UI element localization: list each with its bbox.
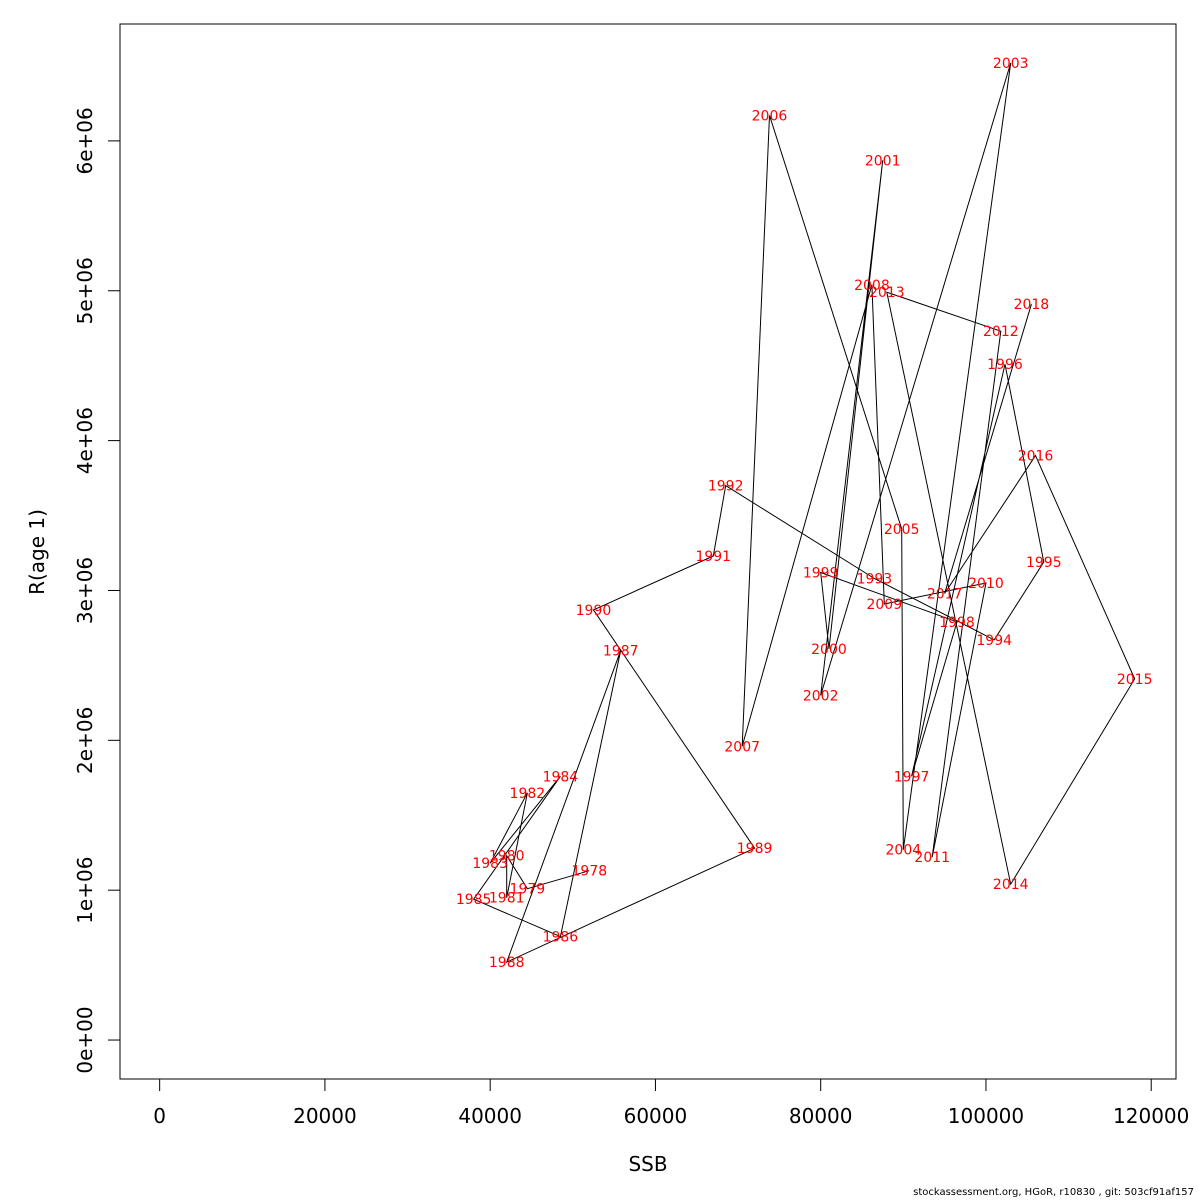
point-label-1988: 1988	[489, 955, 525, 971]
point-label-1994: 1994	[976, 633, 1012, 649]
point-label-2003: 2003	[993, 56, 1029, 72]
point-label-1987: 1987	[603, 643, 639, 659]
point-label-1991: 1991	[695, 549, 731, 565]
point-label-2014: 2014	[993, 877, 1029, 893]
point-label-1999: 1999	[803, 565, 839, 581]
point-label-2010: 2010	[968, 576, 1004, 592]
point-label-2004: 2004	[886, 843, 922, 859]
x-axis-title: SSB	[628, 1152, 667, 1176]
y-tick-label: 5e+06	[73, 257, 97, 324]
point-label-1984: 1984	[543, 769, 579, 785]
y-tick-label: 1e+06	[73, 857, 97, 924]
y-tick-label: 0e+00	[73, 1006, 97, 1073]
x-tick-label: 80000	[789, 1104, 853, 1128]
point-label-1993: 1993	[857, 571, 893, 587]
point-label-2000: 2000	[811, 642, 847, 658]
point-label-1986: 1986	[543, 930, 579, 946]
point-label-2001: 2001	[865, 153, 901, 169]
point-label-1997: 1997	[894, 769, 930, 785]
point-label-1983: 1983	[472, 856, 508, 872]
x-tick-label: 40000	[458, 1104, 522, 1128]
point-label-2012: 2012	[983, 324, 1019, 340]
point-label-2006: 2006	[752, 108, 788, 124]
point-label-2018: 2018	[1014, 297, 1050, 313]
point-label-2015: 2015	[1117, 672, 1153, 688]
x-tick-label: 120000	[1113, 1104, 1189, 1128]
x-axis: 0 20000 40000 60000 80000 100000 120000	[153, 1078, 1189, 1128]
y-axis-title: R(age 1)	[25, 509, 49, 595]
point-label-1995: 1995	[1026, 555, 1062, 571]
series-path	[472, 62, 1136, 964]
y-tick-label: 4e+06	[73, 407, 97, 474]
point-label-1985: 1985	[456, 892, 492, 908]
series-line	[472, 62, 1136, 964]
point-label-2008: 2008	[854, 278, 890, 294]
y-tick-label: 3e+06	[73, 557, 97, 624]
point-labels: 1978 1979 1980 1981 1982 1983 1984 1985 1986 1987…	[456, 56, 1153, 971]
point-label-1996: 1996	[987, 357, 1023, 373]
y-axis: 0e+00 1e+06 2e+06 3e+06 4e+06 5e+06 6e+06	[73, 107, 121, 1074]
point-label-2011: 2011	[914, 850, 950, 866]
y-tick-label: 2e+06	[73, 707, 97, 774]
point-label-1989: 1989	[737, 841, 773, 857]
y-tick-label: 6e+06	[73, 107, 97, 174]
footer-credit: stockassessment.org, HGoR, r10830 , git:…	[913, 1187, 1194, 1198]
point-label-1982: 1982	[510, 786, 546, 802]
point-label-2017: 2017	[927, 586, 963, 602]
point-label-2009: 2009	[866, 597, 902, 613]
point-label-1979: 1979	[510, 882, 546, 898]
point-label-2002: 2002	[803, 688, 839, 704]
point-label-1980: 1980	[489, 849, 525, 865]
point-label-2007: 2007	[724, 739, 760, 755]
plot-frame	[119, 23, 1177, 1080]
point-label-1981: 1981	[489, 891, 525, 907]
point-label-1998: 1998	[939, 615, 975, 631]
point-label-1990: 1990	[576, 603, 612, 619]
x-tick-label: 100000	[948, 1104, 1024, 1128]
x-tick-label: 60000	[624, 1104, 688, 1128]
point-label-1978: 1978	[572, 864, 608, 880]
point-label-2013: 2013	[869, 285, 905, 301]
x-tick-label: 20000	[293, 1104, 357, 1128]
point-label-2005: 2005	[884, 522, 920, 538]
point-label-2016: 2016	[1018, 449, 1054, 465]
x-tick-label: 0	[153, 1104, 166, 1128]
point-label-1992: 1992	[708, 479, 744, 495]
